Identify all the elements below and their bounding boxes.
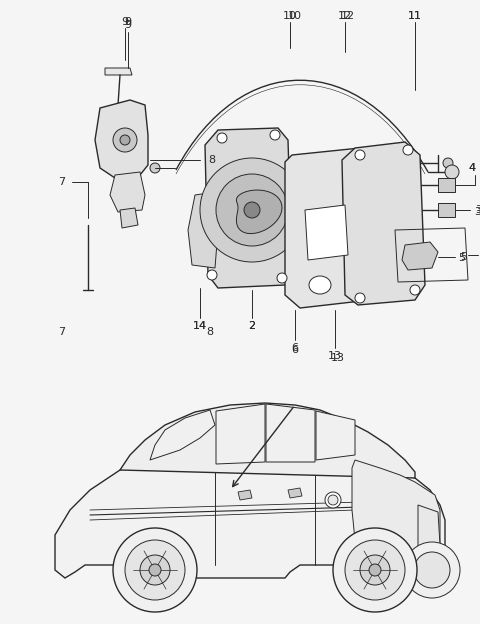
Circle shape (244, 202, 260, 218)
Circle shape (328, 495, 338, 505)
Polygon shape (216, 404, 265, 464)
Text: 14: 14 (193, 321, 207, 331)
Polygon shape (305, 205, 348, 260)
Text: 12: 12 (338, 11, 352, 21)
Polygon shape (266, 404, 315, 462)
Polygon shape (205, 128, 292, 288)
Polygon shape (288, 488, 302, 498)
Text: 9: 9 (124, 20, 132, 30)
Circle shape (125, 540, 185, 600)
Polygon shape (120, 208, 138, 228)
Text: 12: 12 (341, 11, 355, 21)
Polygon shape (316, 411, 355, 460)
Circle shape (140, 555, 170, 585)
Text: 11: 11 (408, 11, 422, 21)
Circle shape (410, 285, 420, 295)
Text: 10: 10 (288, 11, 302, 21)
Polygon shape (120, 403, 415, 478)
Text: 7: 7 (58, 177, 65, 187)
Circle shape (404, 542, 460, 598)
Text: 9: 9 (121, 17, 129, 27)
Circle shape (355, 150, 365, 160)
Circle shape (369, 564, 381, 576)
Polygon shape (237, 190, 282, 233)
Circle shape (403, 145, 413, 155)
Text: 14: 14 (193, 321, 207, 331)
Circle shape (217, 133, 227, 143)
Polygon shape (188, 192, 218, 268)
Text: 7: 7 (59, 327, 66, 337)
Text: 2: 2 (249, 321, 255, 331)
Polygon shape (402, 242, 438, 270)
Circle shape (333, 528, 417, 612)
Polygon shape (95, 100, 148, 178)
Circle shape (414, 552, 450, 588)
Ellipse shape (309, 276, 331, 294)
Circle shape (277, 273, 287, 283)
Polygon shape (238, 490, 252, 500)
Circle shape (445, 165, 459, 179)
Circle shape (360, 555, 390, 585)
Text: 4: 4 (468, 163, 476, 173)
Text: 13: 13 (331, 353, 345, 363)
Circle shape (113, 528, 197, 612)
Circle shape (150, 163, 160, 173)
Polygon shape (418, 505, 440, 548)
Text: 6: 6 (291, 343, 299, 353)
Text: 5: 5 (460, 252, 467, 262)
Polygon shape (378, 150, 410, 182)
Polygon shape (105, 68, 132, 75)
Polygon shape (352, 460, 440, 572)
Circle shape (216, 174, 288, 246)
Polygon shape (438, 178, 455, 192)
Polygon shape (438, 203, 455, 217)
Circle shape (355, 293, 365, 303)
Circle shape (325, 492, 341, 508)
Text: 6: 6 (291, 345, 299, 355)
Circle shape (443, 158, 453, 168)
Text: 13: 13 (328, 351, 342, 361)
Circle shape (270, 130, 280, 140)
Polygon shape (342, 142, 425, 305)
Polygon shape (285, 148, 378, 308)
Circle shape (207, 270, 217, 280)
Text: 8: 8 (208, 155, 215, 165)
Circle shape (200, 158, 304, 262)
Text: 4: 4 (468, 163, 476, 173)
Text: 5: 5 (458, 253, 466, 263)
Text: 9: 9 (124, 17, 132, 27)
Text: 3: 3 (475, 205, 480, 215)
Circle shape (345, 540, 405, 600)
Text: 2: 2 (249, 321, 255, 331)
Polygon shape (55, 436, 445, 578)
Text: 10: 10 (283, 11, 297, 21)
Polygon shape (110, 172, 145, 212)
Polygon shape (352, 558, 443, 578)
Text: 3: 3 (475, 207, 480, 217)
Polygon shape (150, 410, 215, 460)
Circle shape (120, 135, 130, 145)
Text: 8: 8 (206, 327, 214, 337)
Circle shape (113, 128, 137, 152)
Circle shape (149, 564, 161, 576)
Text: 11: 11 (408, 11, 422, 21)
